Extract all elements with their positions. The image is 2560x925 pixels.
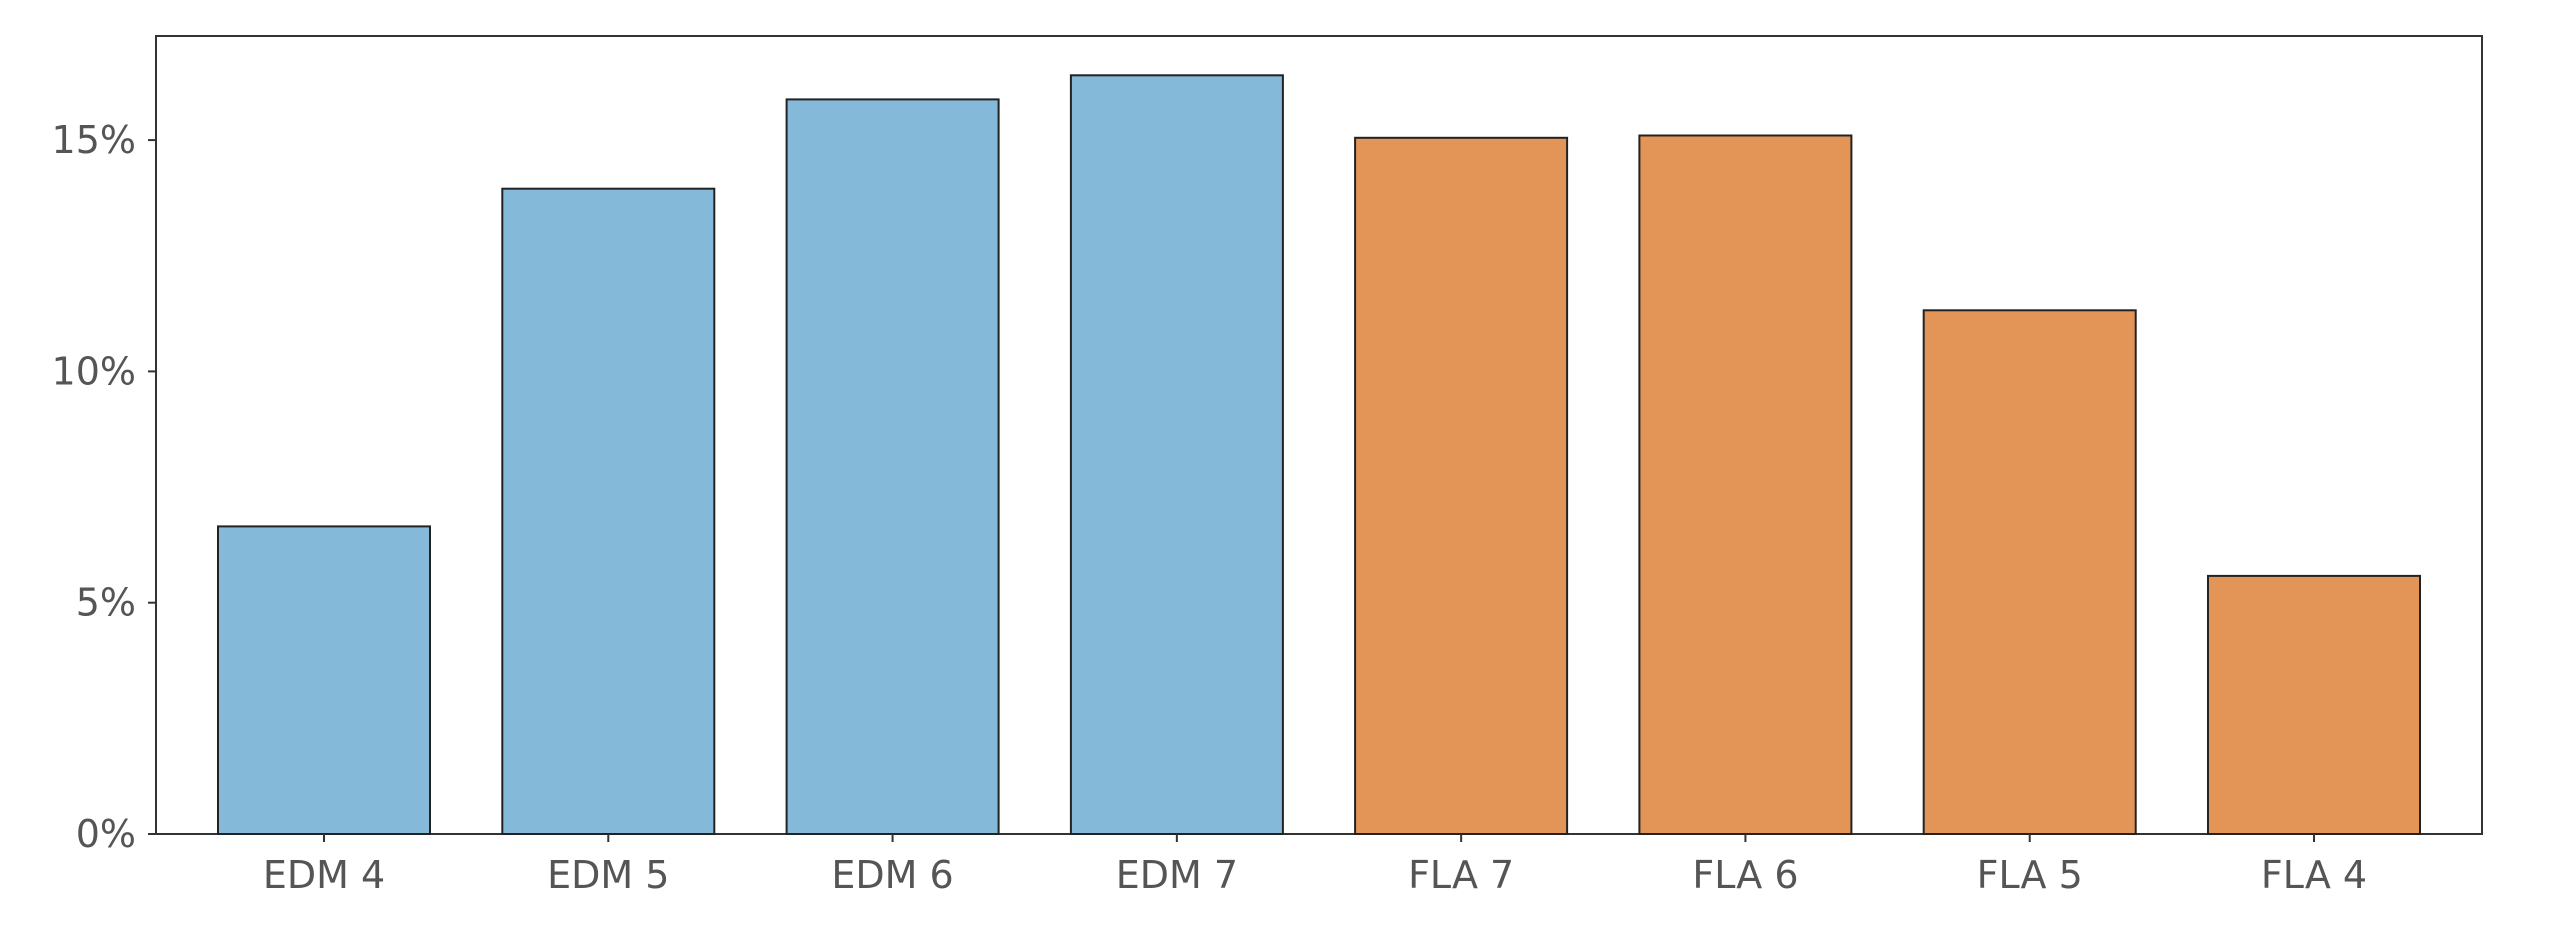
bar-edm-7: [1069, 74, 1284, 836]
bar-edm-5: [501, 187, 716, 835]
bar-fla-7: [1354, 136, 1569, 836]
x-tick-label: FLA 5: [1977, 853, 2083, 897]
plot-area-frame: [155, 35, 2483, 835]
y-axis-ticks: 0% 5% 10% 15%: [52, 118, 156, 856]
x-tick-label: FLA 6: [1692, 853, 1798, 897]
bar-fla-4: [2207, 574, 2421, 836]
y-tick-label: 15%: [52, 118, 136, 162]
x-tick-label: EDM 5: [547, 853, 669, 897]
x-tick-label: FLA 4: [2261, 853, 2367, 897]
bar-fla-5: [1922, 309, 2137, 835]
y-tick-label: 10%: [52, 349, 136, 393]
x-tick-label: EDM 7: [1116, 853, 1238, 897]
x-tick-label: FLA 7: [1408, 853, 1514, 897]
x-axis-ticks: EDM 4 EDM 5 EDM 6 EDM 7 FLA 7 FLA 6 FLA 5 FLA 4: [263, 834, 2367, 897]
y-tick-label: 5%: [76, 581, 136, 625]
x-tick-label: EDM 4: [263, 853, 385, 897]
bars-layer: [217, 74, 2421, 836]
x-tick-label: EDM 6: [831, 853, 953, 897]
bar-edm-4: [217, 525, 431, 836]
bar-edm-6: [785, 98, 1000, 835]
bar-fla-6: [1638, 134, 1853, 835]
y-tick-label: 0%: [76, 812, 136, 856]
